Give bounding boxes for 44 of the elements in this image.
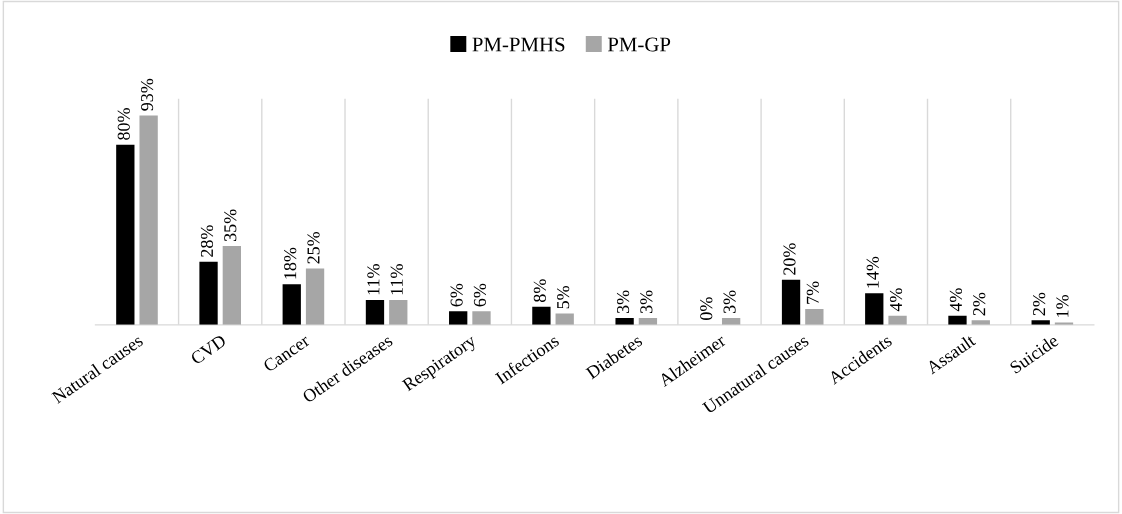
bar <box>282 284 301 325</box>
bar <box>888 315 907 325</box>
bar <box>781 279 801 325</box>
bar <box>472 311 491 325</box>
data-label: 20% <box>783 243 796 275</box>
bar <box>615 318 634 325</box>
bar <box>139 115 158 325</box>
data-label: 14% <box>866 256 879 288</box>
bar <box>805 309 824 325</box>
data-label: 2% <box>1033 292 1046 316</box>
data-label: 25% <box>307 231 320 264</box>
bar <box>199 261 218 325</box>
legend-label: PM-PMHS <box>472 37 565 52</box>
data-label: 7% <box>806 281 819 304</box>
bar <box>948 315 967 325</box>
data-label: 93% <box>140 78 154 111</box>
bar <box>305 268 325 325</box>
data-label: 80% <box>117 108 130 140</box>
bar <box>222 246 241 325</box>
bar <box>532 306 551 325</box>
data-label: 6% <box>473 283 487 307</box>
legend-label: PM-GP <box>607 37 671 52</box>
bar <box>116 144 135 325</box>
data-label: 2% <box>973 292 986 316</box>
data-label: 28% <box>200 225 214 257</box>
data-label: 3% <box>640 290 653 314</box>
data-label: 6% <box>450 283 463 307</box>
bar <box>389 300 408 325</box>
data-label: 4% <box>889 288 903 312</box>
data-label: 35% <box>224 209 237 242</box>
data-label: 8% <box>533 279 546 302</box>
data-label: 3% <box>616 290 630 314</box>
x-tick-label: CVD <box>189 334 227 366</box>
data-label: 1% <box>1056 294 1069 317</box>
data-label: 3% <box>723 290 736 314</box>
bar <box>365 300 385 325</box>
bar <box>865 293 884 325</box>
data-label: 11% <box>367 264 380 295</box>
bar <box>449 311 468 325</box>
data-label: 0% <box>700 297 713 320</box>
data-label: 11% <box>390 264 403 295</box>
data-label: 5% <box>557 285 570 309</box>
data-label: 4% <box>949 288 963 312</box>
data-label: 18% <box>284 247 297 279</box>
